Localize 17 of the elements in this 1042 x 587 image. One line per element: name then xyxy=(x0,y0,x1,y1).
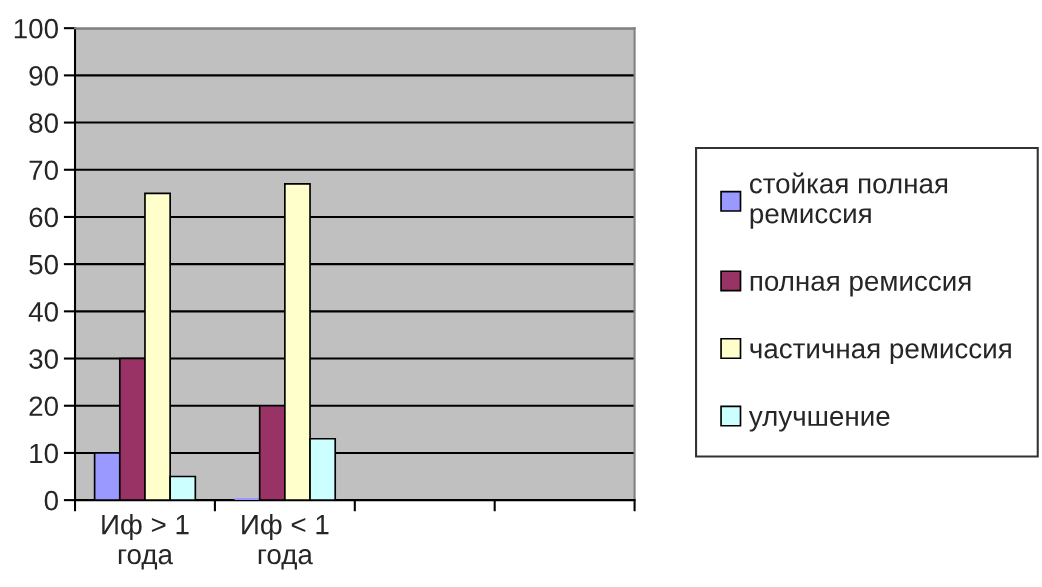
x-tick-label: Иф > 1 года xyxy=(102,514,189,570)
y-tick-label: 30 xyxy=(29,349,58,369)
y-tick-label: 90 xyxy=(29,66,58,86)
y-tick-label: 20 xyxy=(29,396,58,417)
legend-label: полная ремиссия xyxy=(750,275,971,297)
x-tick-label: Иф < 1 года xyxy=(242,514,329,570)
y-tick-label: 0 xyxy=(44,490,58,511)
y-tick-label: 70 xyxy=(29,160,58,181)
y-tick-label: 50 xyxy=(29,254,58,275)
y-tick-label: 100 xyxy=(14,18,58,39)
legend-label: стойкая полная ремиссия xyxy=(750,172,948,229)
y-tick-label: 40 xyxy=(28,302,58,322)
y-tick-label: 80 xyxy=(29,113,58,133)
legend-label: частичная ремиссия xyxy=(750,343,1011,364)
legend-label: улучшение xyxy=(748,410,890,432)
y-tick-label: 60 xyxy=(29,207,58,228)
y-tick-label: 10 xyxy=(30,443,58,464)
